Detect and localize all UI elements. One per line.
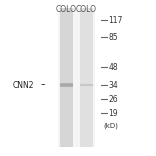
Bar — [60, 84, 73, 86]
Bar — [58, 8, 95, 147]
Bar — [80, 83, 93, 87]
Bar — [80, 84, 93, 86]
Bar — [80, 84, 93, 86]
Text: CNN2: CNN2 — [13, 80, 34, 90]
Text: --: -- — [41, 80, 46, 90]
Bar — [60, 83, 73, 87]
Text: 117: 117 — [108, 16, 123, 25]
Bar — [80, 84, 93, 86]
Bar — [80, 84, 93, 86]
Text: 34: 34 — [108, 80, 118, 90]
Text: COLO: COLO — [56, 5, 77, 14]
Text: 48: 48 — [108, 63, 118, 72]
Text: 19: 19 — [108, 109, 118, 118]
Bar — [60, 84, 73, 86]
Bar — [60, 83, 73, 87]
Bar — [60, 84, 73, 86]
Bar — [60, 8, 73, 147]
Bar — [80, 8, 93, 147]
Bar — [60, 83, 73, 87]
Text: (kD): (kD) — [103, 122, 118, 129]
Text: 85: 85 — [108, 33, 118, 42]
Text: COLO: COLO — [76, 5, 97, 14]
Bar — [80, 84, 93, 86]
Bar — [60, 83, 73, 87]
Bar — [60, 82, 73, 88]
Bar — [80, 83, 93, 87]
Text: 26: 26 — [108, 95, 118, 104]
Bar — [60, 83, 73, 87]
Bar — [80, 84, 93, 86]
Bar — [80, 83, 93, 87]
